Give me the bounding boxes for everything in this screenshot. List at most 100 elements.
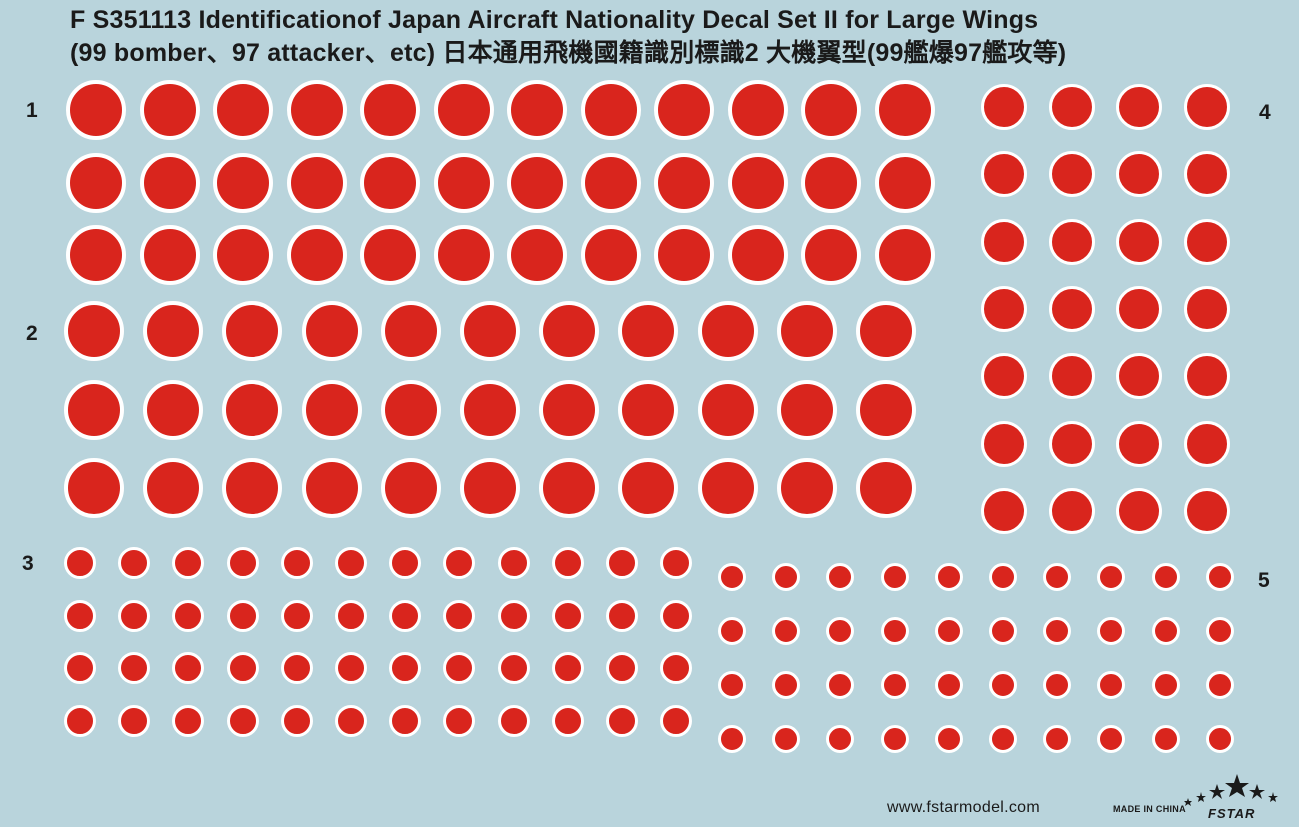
roundel-decal	[118, 599, 151, 632]
roundel-decal	[539, 458, 600, 518]
roundel-decal	[981, 84, 1027, 130]
set-label-5: 5	[1258, 569, 1270, 592]
roundel-decal	[697, 458, 758, 518]
roundel-decal	[1151, 617, 1180, 645]
roundel-decal	[1048, 353, 1095, 400]
roundel-decal	[280, 652, 313, 684]
roundel-decal	[360, 225, 420, 285]
roundel-decal	[718, 725, 746, 753]
roundel-decal	[880, 563, 909, 591]
made-in-label: MADE IN CHINA	[1113, 804, 1186, 814]
roundel-decal	[618, 301, 679, 361]
roundel-decal	[660, 652, 693, 684]
roundel-decal	[1097, 617, 1126, 645]
roundel-decal	[1116, 285, 1163, 332]
roundel-decal	[1043, 617, 1072, 645]
roundel-decal	[801, 225, 861, 285]
roundel-decal	[989, 671, 1017, 699]
roundel-decal	[1184, 218, 1231, 265]
roundel-decal	[380, 379, 441, 440]
roundel-decal	[981, 218, 1027, 265]
roundel-decal	[826, 563, 855, 591]
roundel-decal	[280, 547, 313, 579]
roundel-decal	[335, 599, 367, 632]
roundel-decal	[1116, 151, 1163, 198]
roundel-decal	[280, 704, 313, 737]
roundel-decal	[389, 547, 422, 579]
roundel-decal	[934, 563, 963, 591]
roundel-decal	[460, 301, 520, 361]
roundel-decal	[874, 80, 935, 140]
roundel-decal	[934, 617, 963, 645]
roundel-decal	[856, 301, 916, 361]
roundel-decal	[301, 458, 362, 518]
roundel-decal	[727, 80, 788, 140]
set-label-2: 2	[26, 322, 38, 345]
roundel-decal	[551, 652, 584, 684]
roundel-decal	[360, 152, 420, 213]
roundel-decal	[874, 152, 935, 213]
roundel-decal	[826, 671, 855, 699]
roundel-decal	[443, 704, 476, 737]
roundel-decal	[1184, 285, 1231, 332]
roundel-decal	[64, 458, 124, 518]
roundel-decal	[443, 652, 476, 684]
roundel-decal	[226, 599, 259, 632]
roundel-decal	[139, 225, 200, 285]
roundel-decal	[606, 652, 638, 684]
roundel-decal	[772, 563, 801, 591]
roundel-decal	[772, 671, 801, 699]
roundel-decal	[497, 704, 530, 737]
roundel-decal	[460, 379, 520, 440]
roundel-decal	[856, 379, 916, 440]
roundel-decal	[1048, 151, 1095, 198]
roundel-decal	[64, 652, 96, 684]
roundel-decal	[64, 547, 96, 579]
roundel-decal	[660, 547, 693, 579]
roundel-decal	[389, 704, 422, 737]
roundel-decal	[1184, 151, 1231, 198]
roundel-decal	[981, 285, 1027, 332]
roundel-decal	[143, 379, 204, 440]
roundel-decal	[654, 225, 714, 285]
roundel-decal	[66, 152, 126, 213]
roundel-decal	[335, 704, 367, 737]
roundel-decal	[551, 547, 584, 579]
roundel-decal	[64, 379, 124, 440]
roundel-decal	[301, 379, 362, 440]
sheet-title: F S351113 Identificationof Japan Aircraf…	[70, 4, 1066, 70]
roundel-decal	[981, 151, 1027, 198]
roundel-decal	[697, 301, 758, 361]
roundel-decal	[64, 704, 96, 737]
roundel-decal	[433, 152, 494, 213]
roundel-decal	[660, 599, 693, 632]
roundel-decal	[280, 599, 313, 632]
roundel-decal	[580, 152, 641, 213]
roundel-decal	[1116, 84, 1163, 130]
roundel-decal	[1116, 487, 1163, 534]
roundel-decal	[660, 704, 693, 737]
roundel-decal	[826, 725, 855, 753]
roundel-decal	[139, 152, 200, 213]
roundel-decal	[143, 301, 204, 361]
roundel-decal	[66, 225, 126, 285]
set-label-3: 3	[22, 552, 34, 575]
roundel-decal	[772, 725, 801, 753]
roundel-decal	[551, 599, 584, 632]
roundel-decal	[1205, 617, 1234, 645]
roundel-decal	[433, 80, 494, 140]
roundel-decal	[981, 487, 1027, 534]
roundel-decal	[989, 725, 1017, 753]
roundel-decal	[989, 563, 1017, 591]
title-line-2: (99 bomber、97 attacker、etc) 日本通用飛機國籍識別標識…	[70, 39, 1067, 67]
roundel-decal	[1043, 725, 1072, 753]
roundel-decal	[222, 301, 283, 361]
roundel-decal	[989, 617, 1017, 645]
roundel-decal	[226, 547, 259, 579]
roundel-decal	[934, 671, 963, 699]
roundel-decal	[772, 617, 801, 645]
roundel-decal	[380, 301, 441, 361]
roundel-decal	[551, 704, 584, 737]
